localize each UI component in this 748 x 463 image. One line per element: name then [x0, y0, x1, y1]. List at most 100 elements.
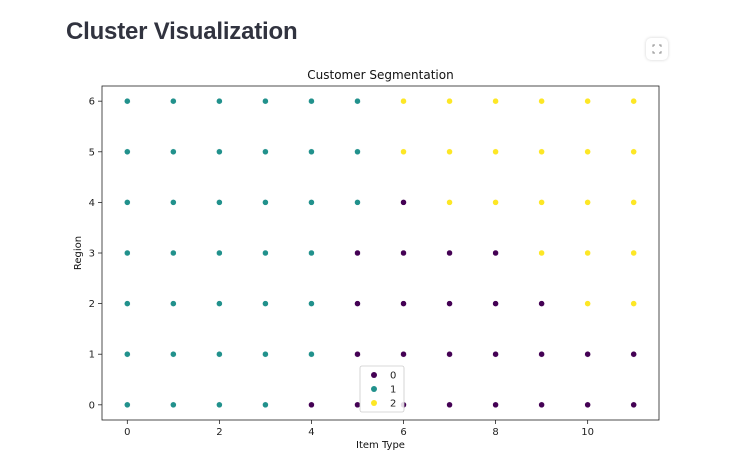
data-point-cluster-1	[216, 350, 223, 358]
data-point-cluster-1	[216, 97, 223, 105]
data-point-cluster-1	[262, 300, 269, 307]
data-point-cluster-2	[538, 249, 545, 257]
x-tick-label: 0	[124, 427, 130, 438]
data-point-cluster-1	[308, 249, 315, 257]
data-point-cluster-0	[630, 401, 637, 409]
data-point-cluster-1	[216, 249, 223, 257]
data-point-cluster-2	[538, 97, 545, 105]
data-point-cluster-1	[170, 350, 177, 358]
data-point-cluster-0	[492, 350, 499, 358]
data-point-cluster-1	[124, 97, 131, 105]
data-point-cluster-0	[354, 249, 361, 257]
data-point-cluster-0	[354, 300, 361, 307]
data-point-cluster-1	[262, 401, 269, 409]
data-point-cluster-1	[308, 199, 315, 206]
data-point-cluster-0	[400, 199, 407, 206]
data-point-cluster-1	[262, 350, 269, 358]
data-point-cluster-2	[446, 199, 453, 206]
data-point-cluster-1	[216, 401, 223, 409]
data-point-cluster-2	[400, 97, 407, 105]
data-point-cluster-2	[584, 97, 591, 105]
data-point-cluster-2	[630, 97, 637, 105]
data-point-cluster-2	[584, 249, 591, 257]
data-point-cluster-0	[584, 401, 591, 409]
data-point-cluster-2	[630, 199, 637, 206]
legend-box	[359, 365, 405, 413]
data-point-cluster-1	[170, 199, 177, 206]
data-point-cluster-1	[262, 249, 269, 257]
y-tick-label: 0	[89, 400, 95, 411]
data-point-cluster-1	[124, 401, 131, 409]
data-point-cluster-0	[492, 300, 499, 307]
data-point-cluster-0	[630, 350, 637, 358]
y-tick-label: 2	[89, 299, 95, 310]
data-point-cluster-1	[262, 97, 269, 105]
x-tick-label: 6	[400, 427, 406, 438]
legend-label-0: 0	[390, 371, 396, 382]
data-point-cluster-1	[170, 148, 177, 156]
data-point-cluster-0	[446, 249, 453, 257]
y-axis-label: Region	[73, 236, 84, 270]
data-point-cluster-1	[216, 199, 223, 206]
fullscreen-icon	[652, 44, 662, 54]
y-tick-label: 3	[89, 249, 95, 260]
data-point-cluster-0	[400, 300, 407, 307]
data-point-cluster-0	[492, 401, 499, 409]
legend-marker-2	[371, 400, 377, 406]
data-point-cluster-1	[216, 300, 223, 307]
legend-label-1: 1	[390, 385, 396, 396]
y-tick-label: 6	[89, 97, 95, 108]
data-point-cluster-0	[584, 350, 591, 358]
fullscreen-button[interactable]	[646, 38, 668, 60]
data-point-cluster-0	[538, 300, 545, 307]
data-point-cluster-1	[308, 300, 315, 307]
data-point-cluster-1	[124, 199, 131, 206]
data-point-cluster-2	[584, 300, 591, 307]
data-point-cluster-1	[124, 300, 131, 307]
data-point-cluster-0	[446, 401, 453, 409]
data-point-cluster-1	[354, 199, 361, 206]
data-point-cluster-2	[584, 199, 591, 206]
data-point-cluster-2	[538, 148, 545, 156]
data-point-cluster-0	[354, 401, 361, 409]
data-point-cluster-0	[446, 300, 453, 307]
data-point-cluster-2	[584, 148, 591, 156]
data-point-cluster-2	[538, 199, 545, 206]
data-point-cluster-1	[124, 350, 131, 358]
data-point-cluster-0	[538, 401, 545, 409]
data-point-cluster-0	[492, 249, 499, 257]
data-point-cluster-1	[170, 300, 177, 307]
x-tick-label: 4	[308, 427, 314, 438]
data-point-cluster-1	[354, 148, 361, 156]
x-axis-label: Item Type	[356, 440, 405, 451]
y-tick-label: 1	[89, 350, 95, 361]
data-point-cluster-1	[124, 249, 131, 257]
data-point-cluster-0	[400, 350, 407, 358]
data-point-cluster-1	[124, 148, 131, 156]
data-point-cluster-2	[446, 97, 453, 105]
legend-marker-1	[371, 386, 377, 392]
data-point-cluster-1	[216, 148, 223, 156]
data-point-cluster-2	[492, 148, 499, 156]
data-point-cluster-1	[262, 199, 269, 206]
data-point-cluster-0	[538, 350, 545, 358]
data-point-cluster-1	[308, 97, 315, 105]
data-point-cluster-1	[170, 401, 177, 409]
data-point-cluster-0	[308, 401, 315, 409]
data-point-cluster-1	[170, 97, 177, 105]
x-tick-label: 10	[581, 427, 594, 438]
data-point-cluster-1	[170, 249, 177, 257]
x-tick-label: 8	[492, 427, 498, 438]
data-point-cluster-2	[492, 97, 499, 105]
legend-label-2: 2	[390, 399, 396, 410]
data-point-cluster-1	[308, 148, 315, 156]
legend-marker-0	[371, 372, 377, 378]
data-point-cluster-2	[492, 199, 499, 206]
data-point-cluster-2	[446, 148, 453, 156]
y-tick-label: 5	[89, 147, 95, 158]
data-point-cluster-0	[400, 249, 407, 257]
data-point-cluster-1	[354, 97, 361, 105]
data-point-cluster-2	[630, 148, 637, 156]
data-point-cluster-1	[262, 148, 269, 156]
